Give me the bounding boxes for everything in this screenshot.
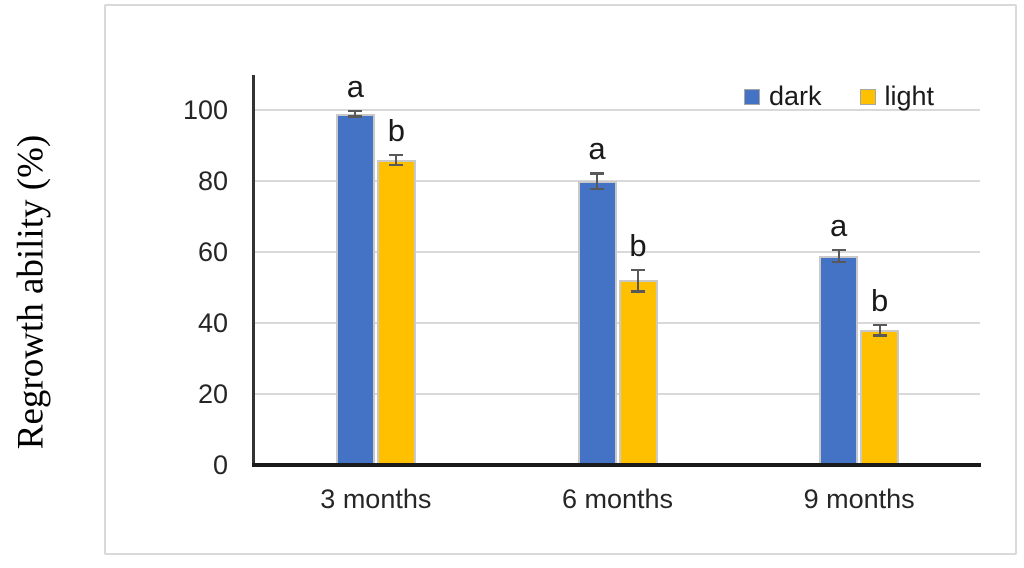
legend-item-light: light [859, 81, 935, 111]
error-bar-cap-bottom [590, 187, 604, 191]
error-bar-cap-top [631, 268, 645, 272]
x-tick-label: 3 months [320, 484, 432, 514]
y-axis-line [252, 75, 255, 467]
error-bar-cap-bottom [631, 290, 645, 293]
legend-label-dark: dark [769, 81, 822, 111]
sig-label: a [830, 207, 848, 243]
x-axis-line [252, 463, 981, 467]
legend-label-light: light [884, 81, 935, 111]
gridline [255, 393, 980, 395]
legend-swatch-light [859, 88, 876, 105]
y-axis-title: Regrowth ability (%) [10, 134, 52, 450]
sig-label: b [387, 112, 405, 148]
error-bar-cap-top [389, 153, 404, 157]
error-bar-cap-bottom [389, 163, 404, 167]
bar-dark [335, 113, 375, 463]
y-tick-label: 80 [197, 166, 228, 196]
bar-light [376, 159, 416, 463]
error-bar-line [878, 324, 881, 336]
error-bar-line [354, 110, 357, 117]
error-bar-cap-top [831, 248, 846, 251]
error-bar-line [596, 173, 598, 189]
y-tick-label: 20 [197, 379, 228, 409]
gridline [255, 109, 980, 111]
x-tick-label: 9 months [803, 484, 915, 514]
x-tick-label: 6 months [561, 484, 674, 514]
legend-swatch-dark [744, 88, 760, 105]
error-bar-cap-top [872, 323, 887, 327]
error-bar-cap-bottom [348, 115, 363, 118]
bar-dark [577, 181, 617, 463]
error-bar-cap-bottom [831, 260, 846, 264]
sig-label: b [629, 227, 647, 263]
gridline [255, 322, 980, 324]
bar-light [860, 330, 900, 463]
error-bar-line [837, 249, 840, 262]
error-bar-line [637, 269, 639, 292]
y-tick-label: 100 [182, 95, 228, 125]
bar-dark [819, 255, 859, 463]
y-tick-label: 0 [212, 450, 228, 480]
legend: dark light [744, 83, 934, 110]
sig-label: b [871, 282, 889, 318]
error-bar-cap-top [590, 172, 604, 175]
y-tick-label: 40 [197, 308, 228, 338]
legend-item-dark: dark [744, 83, 822, 110]
error-bar-cap-top [348, 109, 363, 113]
gridline [255, 180, 980, 182]
error-bar-line [395, 154, 398, 165]
gridline [255, 251, 980, 253]
bar-light [618, 280, 658, 463]
sig-label: a [346, 68, 364, 104]
error-bar-cap-bottom [872, 334, 887, 337]
sig-label: a [588, 131, 606, 167]
y-tick-label: 60 [197, 237, 228, 267]
